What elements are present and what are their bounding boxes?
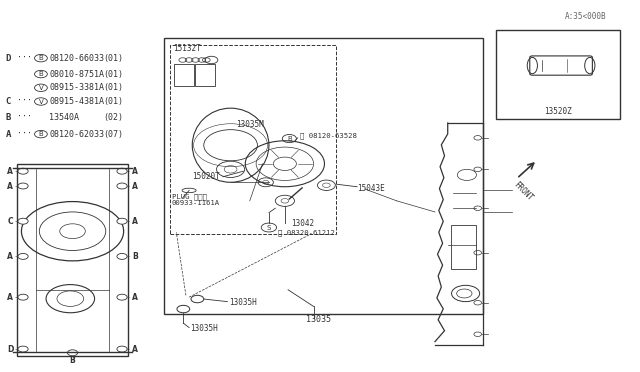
Bar [195, 64, 214, 86]
Text: A: A [7, 167, 13, 176]
Bar [495, 31, 620, 119]
Text: B: B [38, 71, 44, 77]
Text: (01): (01) [103, 70, 123, 78]
Text: B: B [38, 55, 44, 61]
Text: 08120-62033: 08120-62033 [49, 129, 104, 139]
Text: (01): (01) [103, 97, 123, 106]
Text: (01): (01) [103, 83, 123, 92]
Circle shape [117, 168, 127, 174]
Text: 13540A: 13540A [49, 113, 79, 122]
Text: ···: ··· [17, 54, 32, 62]
Text: 15043E: 15043E [357, 185, 385, 193]
Text: 15132T: 15132T [173, 44, 201, 53]
Circle shape [18, 253, 28, 259]
Bar [164, 38, 483, 314]
Text: Ⓢ 08320-61212: Ⓢ 08320-61212 [278, 229, 335, 235]
Bar [451, 225, 476, 269]
Text: 00933-1161A: 00933-1161A [172, 200, 220, 206]
Text: A: A [7, 182, 13, 190]
Text: PLUG プラグ: PLUG プラグ [172, 194, 207, 201]
Text: D: D [6, 54, 11, 62]
Text: 08120-66033: 08120-66033 [49, 54, 104, 62]
Text: ···: ··· [17, 129, 32, 139]
Text: (01): (01) [103, 54, 123, 62]
Circle shape [18, 183, 28, 189]
Text: ···: ··· [17, 113, 32, 122]
Text: FRONT: FRONT [511, 180, 534, 203]
Text: B: B [70, 356, 76, 365]
Circle shape [117, 346, 127, 352]
Bar [170, 45, 336, 234]
Text: 08915-3381A: 08915-3381A [49, 83, 104, 92]
Text: 13520Z: 13520Z [544, 107, 572, 116]
Text: V: V [38, 99, 44, 105]
Text: 15020T: 15020T [192, 172, 220, 181]
Text: (02): (02) [103, 113, 123, 122]
Text: B: B [287, 135, 292, 142]
Circle shape [18, 218, 28, 224]
Circle shape [117, 183, 127, 189]
Text: 13035H: 13035H [229, 298, 257, 307]
Text: B: B [6, 113, 11, 122]
Text: B: B [132, 252, 138, 261]
Text: A: A [6, 129, 11, 139]
Bar [17, 164, 129, 356]
Text: A: A [132, 217, 138, 226]
Text: 13042: 13042 [291, 219, 314, 228]
Text: C: C [6, 97, 11, 106]
Text: (07): (07) [103, 129, 123, 139]
Text: A:35<000B: A:35<000B [564, 12, 606, 21]
Text: 13035: 13035 [306, 315, 331, 324]
Circle shape [117, 253, 127, 259]
Circle shape [18, 168, 28, 174]
Text: Ⓑ 08120-63528: Ⓑ 08120-63528 [300, 133, 356, 139]
Circle shape [117, 294, 127, 300]
Text: ···: ··· [17, 97, 32, 106]
Text: S: S [267, 225, 271, 231]
Text: 13035H: 13035H [190, 324, 218, 333]
Circle shape [18, 294, 28, 300]
Text: A: A [132, 293, 138, 302]
Text: D: D [7, 344, 13, 353]
Text: 08010-8751A: 08010-8751A [49, 70, 104, 78]
Text: 13035M: 13035M [236, 121, 264, 129]
Text: A: A [7, 252, 13, 261]
Text: C: C [8, 217, 13, 226]
Bar [174, 64, 193, 86]
Text: A: A [132, 167, 138, 176]
Text: A: A [7, 293, 13, 302]
Text: 08915-4381A: 08915-4381A [49, 97, 104, 106]
Circle shape [18, 346, 28, 352]
Circle shape [67, 350, 77, 356]
Text: B: B [38, 131, 44, 137]
Text: A: A [132, 182, 138, 190]
Circle shape [117, 218, 127, 224]
Text: V: V [38, 85, 44, 91]
Text: A: A [132, 344, 138, 353]
